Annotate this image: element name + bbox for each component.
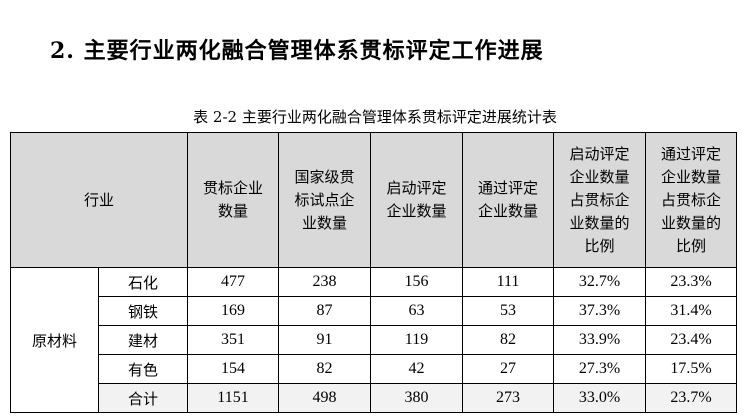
value-cell: 119 <box>370 325 463 355</box>
section-heading: 2. 主要行业两化融合管理体系贯标评定工作进展 <box>50 38 544 64</box>
header-industry: 行业 <box>10 132 188 268</box>
header-row: 行业 贯标企业 数量 国家级贯 标试点企 业数量 启动评定 企业数量 通过评定 … <box>10 132 737 268</box>
value-cell: 156 <box>370 267 463 297</box>
group-cell: 原材料 <box>10 267 99 413</box>
value-cell: 91 <box>278 325 371 355</box>
value-cell: 82 <box>278 354 371 384</box>
value-cell: 498 <box>278 383 371 413</box>
value-cell: 42 <box>370 354 463 384</box>
value-cell: 33.9% <box>553 325 646 355</box>
header-started-ratio: 启动评定 企业数量 占贯标企 业数量的 比例 <box>553 132 646 268</box>
statistics-table: 行业 贯标企业 数量 国家级贯 标试点企 业数量 启动评定 企业数量 通过评定 … <box>10 132 737 413</box>
industry-cell: 有色 <box>98 354 188 384</box>
value-cell: 87 <box>278 296 371 326</box>
value-cell: 380 <box>370 383 463 413</box>
table-caption: 表 2-2 主要行业两化融合管理体系贯标评定进展统计表 <box>193 108 557 126</box>
value-cell: 53 <box>462 296 554 326</box>
header-started-count: 启动评定 企业数量 <box>370 132 463 268</box>
value-cell: 23.4% <box>645 325 737 355</box>
header-passed-ratio: 通过评定 企业数量 占贯标企 业数量的 比例 <box>645 132 737 268</box>
value-cell: 351 <box>187 325 279 355</box>
value-cell: 33.0% <box>553 383 646 413</box>
value-cell: 273 <box>462 383 554 413</box>
value-cell: 111 <box>462 267 554 297</box>
value-cell: 82 <box>462 325 554 355</box>
table-row: 钢铁 169 87 63 53 37.3% 31.4% <box>11 296 737 326</box>
value-cell: 169 <box>187 296 279 326</box>
value-cell: 27 <box>462 354 554 384</box>
table-row: 原材料 石化 477 238 156 111 32.7% 23.3% <box>10 267 737 413</box>
value-cell: 37.3% <box>553 296 646 326</box>
value-cell: 23.7% <box>645 383 737 413</box>
header-national-pilot-count: 国家级贯 标试点企 业数量 <box>278 132 371 268</box>
total-row: 合计 1151 498 380 273 33.0% 23.7% <box>11 383 737 413</box>
value-cell: 63 <box>370 296 463 326</box>
header-certified-count: 贯标企业 数量 <box>187 132 279 268</box>
value-cell: 23.3% <box>645 267 737 297</box>
value-cell: 1151 <box>187 383 279 413</box>
industry-cell: 石化 <box>98 267 188 297</box>
value-cell: 31.4% <box>645 296 737 326</box>
industry-cell: 钢铁 <box>98 296 188 326</box>
value-cell: 477 <box>187 267 279 297</box>
industry-cell: 建材 <box>98 325 188 355</box>
table-row: 建材 351 91 119 82 33.9% 23.4% <box>11 325 737 355</box>
table-row: 有色 154 82 42 27 27.3% 17.5% <box>11 354 737 384</box>
value-cell: 238 <box>278 267 371 297</box>
header-passed-count: 通过评定 企业数量 <box>462 132 554 268</box>
value-cell: 154 <box>187 354 279 384</box>
value-cell: 32.7% <box>553 267 646 297</box>
value-cell: 17.5% <box>645 354 737 384</box>
value-cell: 27.3% <box>553 354 646 384</box>
industry-cell: 合计 <box>98 383 188 413</box>
